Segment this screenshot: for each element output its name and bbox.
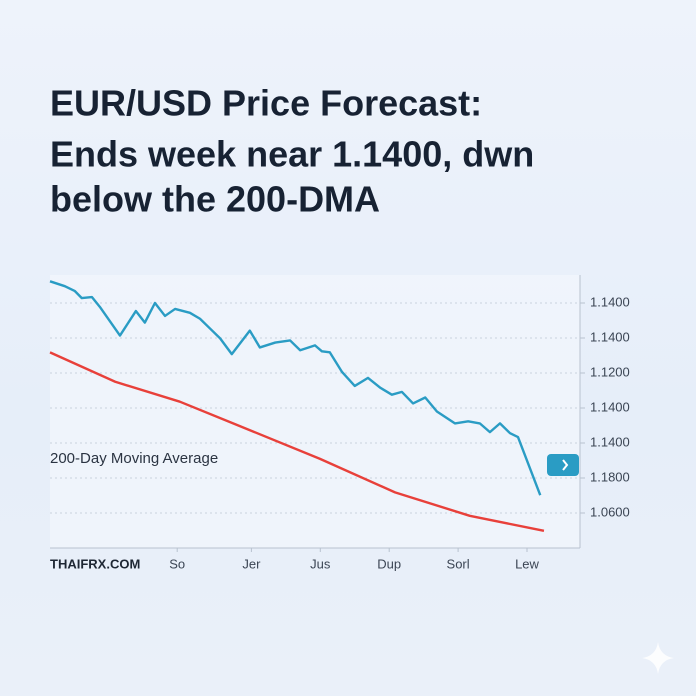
y-tick-label: 1.1400 (590, 294, 630, 309)
y-tick-label: 1.1400 (590, 399, 630, 414)
plot-area (50, 275, 580, 548)
y-tick-label: 1.1400 (590, 434, 630, 449)
x-tick-label: Jer (242, 556, 261, 571)
x-tick-label: Dup (377, 556, 401, 571)
button-bg[interactable] (547, 454, 579, 476)
title-line: below the 200-DMA (50, 179, 380, 220)
next-button[interactable] (547, 454, 579, 476)
x-tick-label: So (169, 556, 185, 571)
annotation: 200-Day Moving Average (50, 450, 218, 467)
title-line: Ends week near 1.1400, dwn (50, 134, 534, 175)
title-line: EUR/USD Price Forecast: (50, 83, 482, 124)
series-line (49, 280, 542, 496)
y-tick-label: 1.0600 (590, 504, 630, 519)
series-line (49, 351, 545, 533)
sparkle (642, 642, 674, 674)
y-tick-label: 1.1800 (590, 469, 630, 484)
x-tick-label: Jus (310, 556, 331, 571)
source: THAIFRX.COM (50, 556, 140, 571)
y-tick-label: 1.1200 (590, 364, 630, 379)
chevron (562, 459, 569, 471)
y-tick-label: 1.1400 (590, 329, 630, 344)
x-tick-label: Lew (515, 556, 539, 571)
x-tick-label: Sorl (447, 556, 470, 571)
